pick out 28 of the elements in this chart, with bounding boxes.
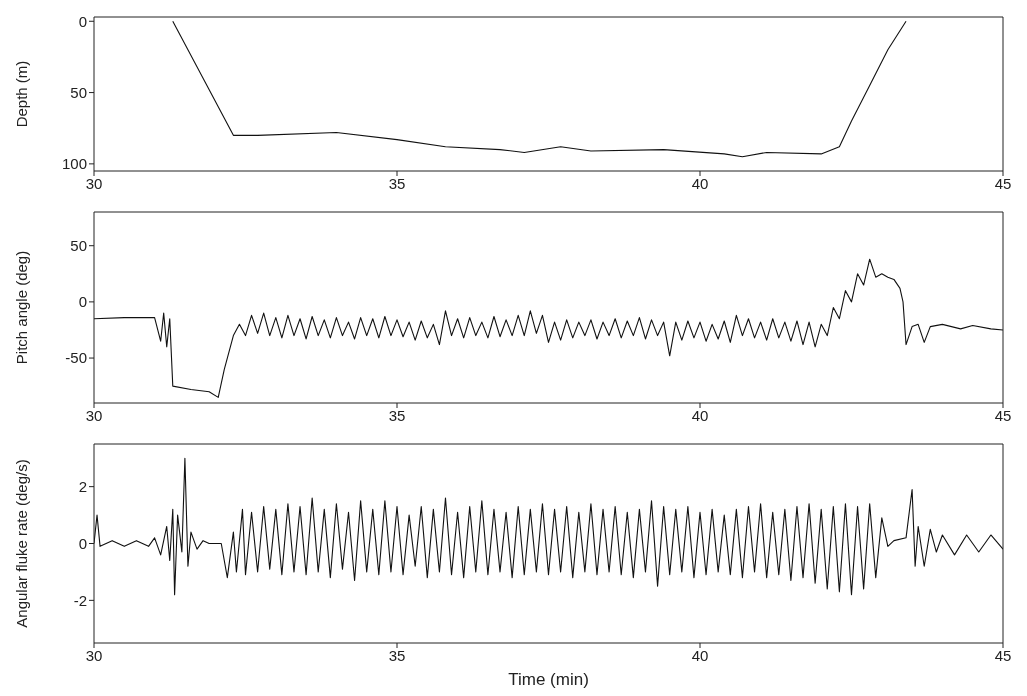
y-tick-label: 100 [61, 155, 87, 173]
x-tick-label: 30 [85, 174, 103, 192]
y-axis-title: Angular fluke rate (deg/s) [13, 459, 31, 628]
line-series [172, 20, 907, 158]
y-tick-label: -2 [73, 591, 87, 609]
y-tick-label: 0 [78, 12, 87, 30]
y-tick-label: -50 [65, 349, 87, 367]
x-tick-label: 40 [691, 406, 709, 424]
x-tick-label: 30 [85, 646, 103, 664]
line-series [94, 258, 1003, 398]
y-tick-label: 50 [70, 83, 87, 101]
y-tick-label: 0 [78, 534, 87, 552]
y-tick-label: 50 [70, 237, 87, 255]
y-axis-title: Depth (m) [13, 60, 31, 128]
x-tick-label: 45 [994, 174, 1012, 192]
line-series [94, 457, 1003, 596]
x-tick-label: 45 [994, 406, 1012, 424]
x-tick-label: 35 [388, 646, 406, 664]
x-tick-label: 45 [994, 646, 1012, 664]
x-axis-title: Time (min) [508, 670, 589, 690]
x-tick-label: 35 [388, 174, 406, 192]
x-tick-label: 40 [691, 646, 709, 664]
y-tick-label: 2 [78, 477, 87, 495]
x-tick-label: 40 [691, 174, 709, 192]
y-tick-label: 0 [78, 293, 87, 311]
y-axis-title: Pitch angle (deg) [13, 250, 31, 365]
x-tick-label: 35 [388, 406, 406, 424]
x-tick-label: 30 [85, 406, 103, 424]
